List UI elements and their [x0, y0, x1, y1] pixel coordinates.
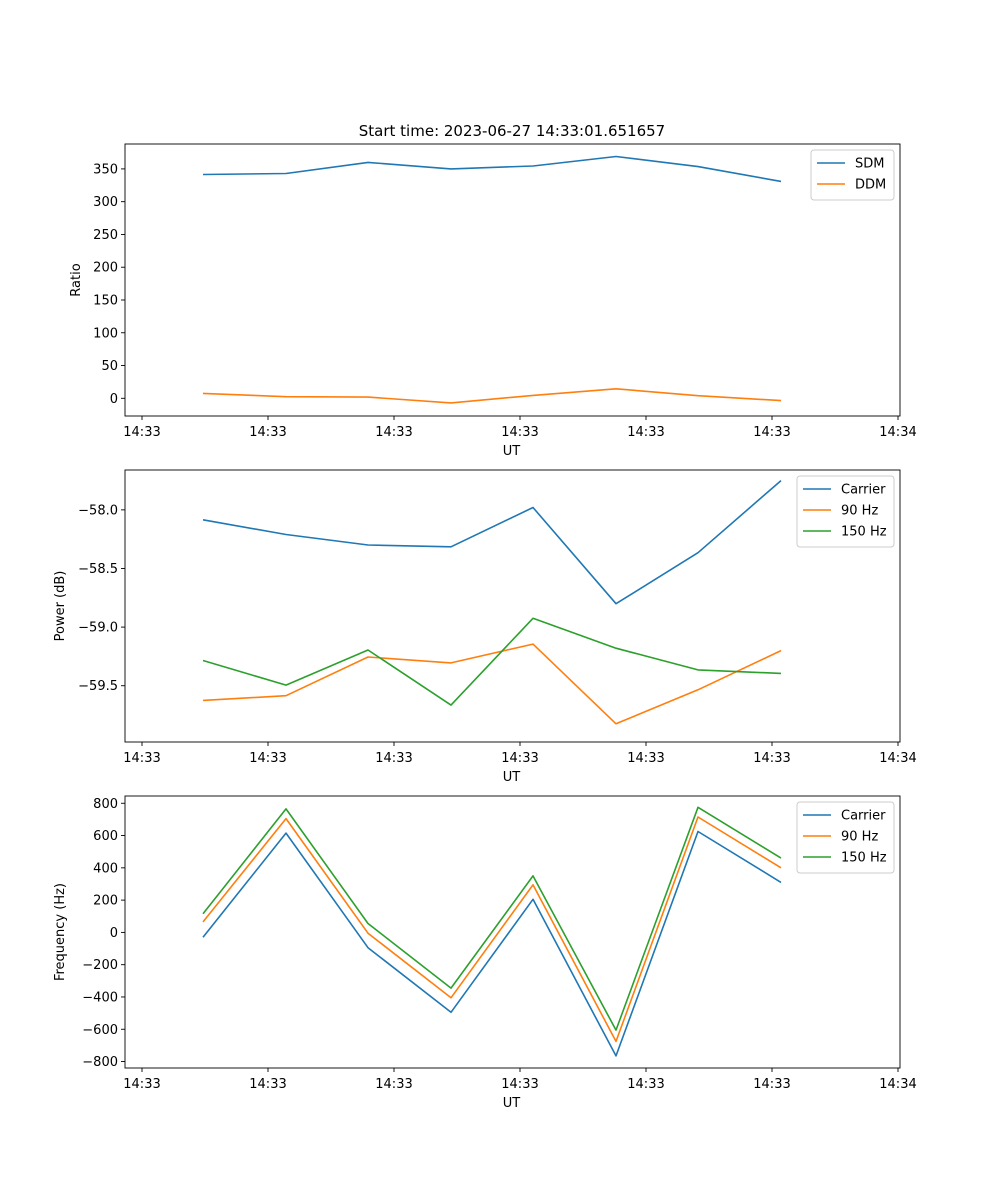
legend-label: 150 Hz [841, 851, 887, 866]
series-line-90-hz [202, 816, 782, 1043]
y-tick-label: −200 [82, 958, 118, 973]
y-tick-label: 350 [93, 162, 118, 177]
x-tick-label: 14:33 [501, 425, 538, 440]
subplot-2: 14:33 14:33 14:33 14:33 14:33 14:33 14:34 UT −58… [53, 469, 917, 785]
x-tick-label: 14:33 [123, 1077, 160, 1092]
y-axis-label: Power (dB) [53, 571, 68, 642]
y-tick-label: 800 [93, 797, 118, 812]
y-tick-label: −800 [82, 1055, 118, 1070]
legend-label: 90 Hz [841, 504, 878, 519]
x-tick-label: 14:33 [627, 1077, 664, 1092]
legend-label: Carrier [841, 483, 886, 498]
y-tick-label: 0 [110, 926, 118, 941]
series-line-sdm [202, 155, 782, 183]
x-tick-label: 14:34 [879, 751, 916, 766]
series-line-90-hz [202, 643, 782, 725]
x-tick-label: 14:33 [123, 425, 160, 440]
series-line-ddm [202, 387, 782, 404]
legend-box [796, 801, 895, 874]
x-tick-label: 14:33 [249, 1077, 286, 1092]
y-tick-label: −59.0 [78, 621, 118, 636]
figure-title: Start time: 2023-06-27 14:33:01.651657 [359, 122, 665, 140]
series-line-carrier [202, 830, 782, 1057]
x-tick-label: 14:33 [753, 425, 790, 440]
series-line-150-hz [202, 617, 782, 706]
x-tick-label: 14:33 [375, 751, 412, 766]
x-tick-label: 14:34 [879, 425, 916, 440]
legend-box [796, 475, 895, 548]
y-tick-label: 200 [93, 894, 118, 909]
y-tick-label: 100 [93, 326, 118, 341]
legend: SDM DDM [810, 149, 895, 201]
legend-label: SDM [855, 157, 884, 172]
x-axis-label: UT [503, 770, 521, 785]
x-tick-label: 14:33 [501, 751, 538, 766]
x-axis-label: UT [503, 1096, 521, 1111]
axes-frame [124, 469, 901, 743]
axes-frame [124, 143, 901, 417]
y-tick-label: 200 [93, 261, 118, 276]
x-tick-label: 14:33 [123, 751, 160, 766]
y-axis-label: Frequency (Hz) [53, 883, 68, 981]
y-tick-label: 250 [93, 228, 118, 243]
subplots: 14:33 14:33 14:33 14:33 14:33 14:33 14:34 UT 0 50… [53, 143, 917, 1111]
x-tick-label: 14:33 [627, 751, 664, 766]
y-tick-label: −58.5 [78, 562, 118, 577]
y-tick-label: 300 [93, 195, 118, 210]
legend-label: DDM [855, 178, 886, 193]
x-tick-label: 14:33 [375, 425, 412, 440]
series-line-carrier [202, 479, 782, 605]
legend-label: Carrier [841, 809, 886, 824]
y-tick-label: 50 [101, 359, 118, 374]
x-tick-label: 14:33 [249, 751, 286, 766]
y-tick-label: −600 [82, 1023, 118, 1038]
x-axis-label: UT [503, 444, 521, 459]
subplot-3: 14:33 14:33 14:33 14:33 14:33 14:33 14:34 UT 800… [53, 795, 917, 1111]
legend-label: 90 Hz [841, 830, 878, 845]
y-tick-label: −400 [82, 990, 118, 1005]
series-line-150-hz [202, 806, 782, 1031]
y-axis-label: Ratio [69, 263, 84, 296]
x-tick-label: 14:33 [375, 1077, 412, 1092]
x-tick-label: 14:33 [501, 1077, 538, 1092]
legend-label: 150 Hz [841, 525, 887, 540]
y-tick-label: 150 [93, 293, 118, 308]
subplot-1: 14:33 14:33 14:33 14:33 14:33 14:33 14:34 UT 0 50… [69, 143, 917, 459]
y-tick-label: 600 [93, 829, 118, 844]
x-tick-label: 14:34 [879, 1077, 916, 1092]
legend: Carrier 90 Hz 150 Hz [796, 801, 895, 874]
y-tick-label: −59.5 [78, 679, 118, 694]
x-tick-label: 14:33 [249, 425, 286, 440]
y-tick-label: 0 [110, 392, 118, 407]
y-tick-label: 400 [93, 861, 118, 876]
x-tick-label: 14:33 [753, 1077, 790, 1092]
legend: Carrier 90 Hz 150 Hz [796, 475, 895, 548]
x-tick-label: 14:33 [753, 751, 790, 766]
x-tick-label: 14:33 [627, 425, 664, 440]
y-tick-label: −58.0 [78, 503, 118, 518]
